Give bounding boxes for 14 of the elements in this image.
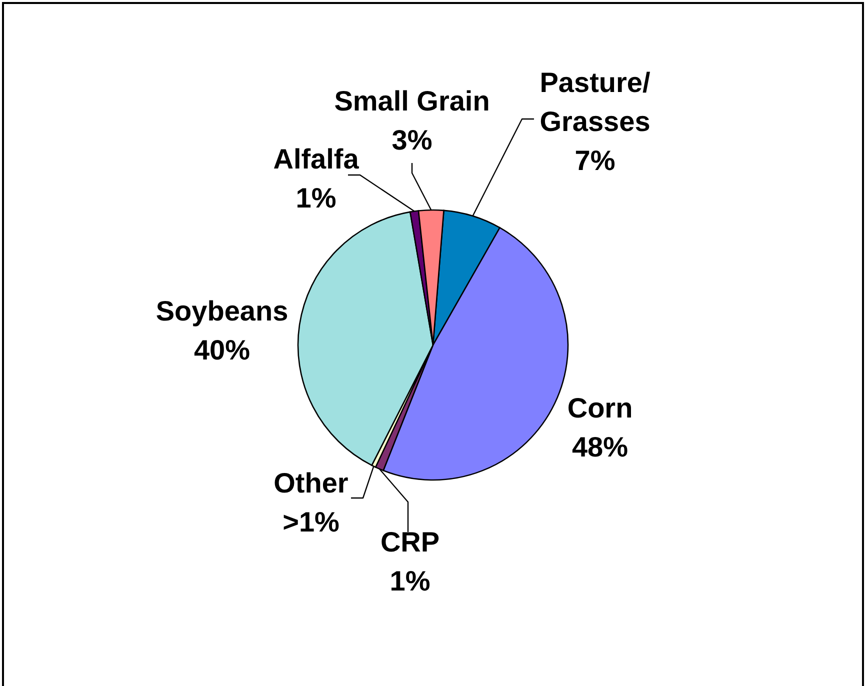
slice-label: Pasture/Grasses [540,67,650,137]
slice-label: Soybeans [156,296,288,326]
data-label: 1% [390,566,430,596]
data-label: 3% [392,124,432,156]
data-label: 40% [194,334,250,366]
data-label: 48% [572,432,628,462]
data-label: >1% [282,506,340,538]
data-label: 1% [296,182,336,214]
slice-label: CRP [380,526,440,558]
slice-label: Corn [567,392,633,424]
slice-label: Alfalfa [273,144,360,174]
data-label: 7% [574,145,616,176]
slice-label: Other [274,468,348,498]
slice-label: Small Grain [334,86,490,116]
